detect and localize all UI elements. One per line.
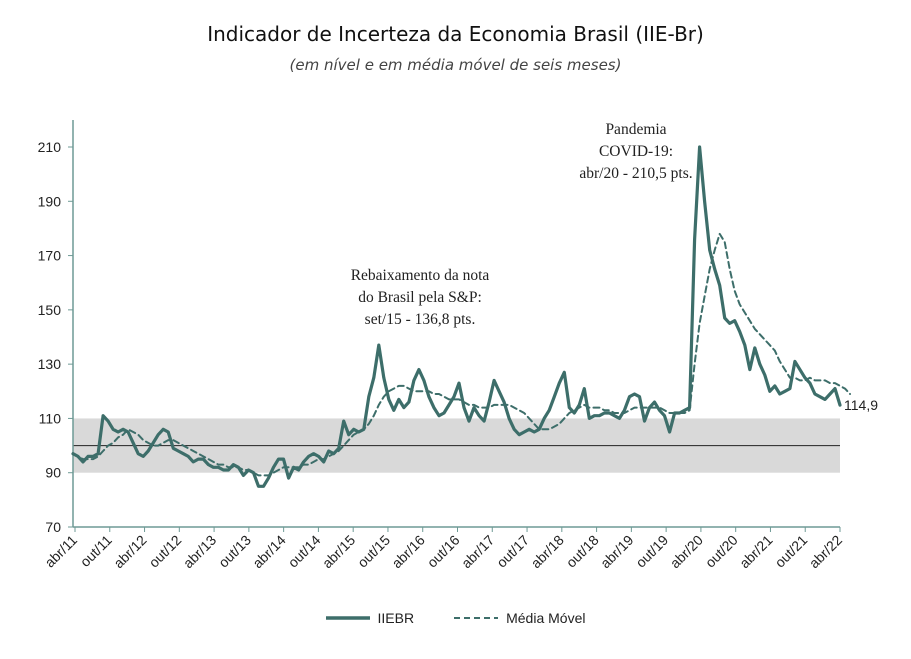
x-tick-label: out/12 <box>146 532 185 571</box>
legend-swatch-dashed <box>454 613 498 623</box>
x-tick-label: abr/22 <box>806 532 846 572</box>
x-tick-label: abr/15 <box>319 532 359 572</box>
y-tick-label: 130 <box>38 356 62 372</box>
x-tick-label: abr/13 <box>180 532 220 572</box>
x-tick-label: out/13 <box>215 532 254 571</box>
legend-item-iiebr: IIEBR <box>326 610 415 626</box>
x-tick-label: out/11 <box>77 532 115 570</box>
y-tick-label: 190 <box>38 193 62 209</box>
annotation-line: do Brasil pela S&P: <box>358 289 482 306</box>
x-tick-label: abr/19 <box>597 532 637 572</box>
legend-item-media-movel: Média Móvel <box>454 610 585 626</box>
annotation-line: abr/20 - 210,5 pts. <box>579 165 692 182</box>
y-tick-label: 170 <box>38 248 62 264</box>
x-tick-label: abr/20 <box>667 532 707 572</box>
legend-label-media-movel: Média Móvel <box>506 610 585 626</box>
legend-label-iiebr: IIEBR <box>378 610 415 626</box>
y-tick-label: 110 <box>39 410 62 426</box>
y-tick-label: 210 <box>38 139 62 155</box>
x-tick-label: out/18 <box>563 532 602 571</box>
end-value-label: 114,9 <box>844 397 878 413</box>
x-tick-label: out/14 <box>285 532 324 571</box>
y-tick-label: 150 <box>38 302 62 318</box>
x-tick-label: out/17 <box>493 532 532 571</box>
x-tick-label: abr/18 <box>528 532 568 572</box>
legend: IIEBR Média Móvel <box>0 610 911 626</box>
x-tick-label: abr/16 <box>388 532 428 572</box>
annotation-line: Rebaixamento da nota <box>351 267 490 284</box>
x-tick-label: out/21 <box>772 532 811 571</box>
x-tick-label: abr/14 <box>249 532 289 572</box>
x-tick-label: out/15 <box>354 532 393 571</box>
x-tick-label: abr/12 <box>110 532 150 572</box>
annotation-line: COVID-19: <box>599 143 673 160</box>
annotation-line: Pandemia <box>605 121 666 138</box>
x-tick-label: out/19 <box>632 532 671 571</box>
legend-swatch-solid <box>326 613 370 623</box>
y-tick-label: 70 <box>45 519 61 535</box>
x-tick-label: out/20 <box>702 532 741 571</box>
x-tick-label: abr/11 <box>41 532 80 571</box>
x-tick-label: abr/17 <box>458 532 498 572</box>
y-tick-label: 90 <box>45 465 61 481</box>
x-tick-label: out/16 <box>424 532 463 571</box>
chart-area: 70 90 110 130 150 170 190 210 abr/11out/11abr/12… <box>0 0 911 600</box>
x-tick-label: abr/21 <box>736 532 776 572</box>
annotation-line: set/15 - 136,8 pts. <box>365 311 476 328</box>
